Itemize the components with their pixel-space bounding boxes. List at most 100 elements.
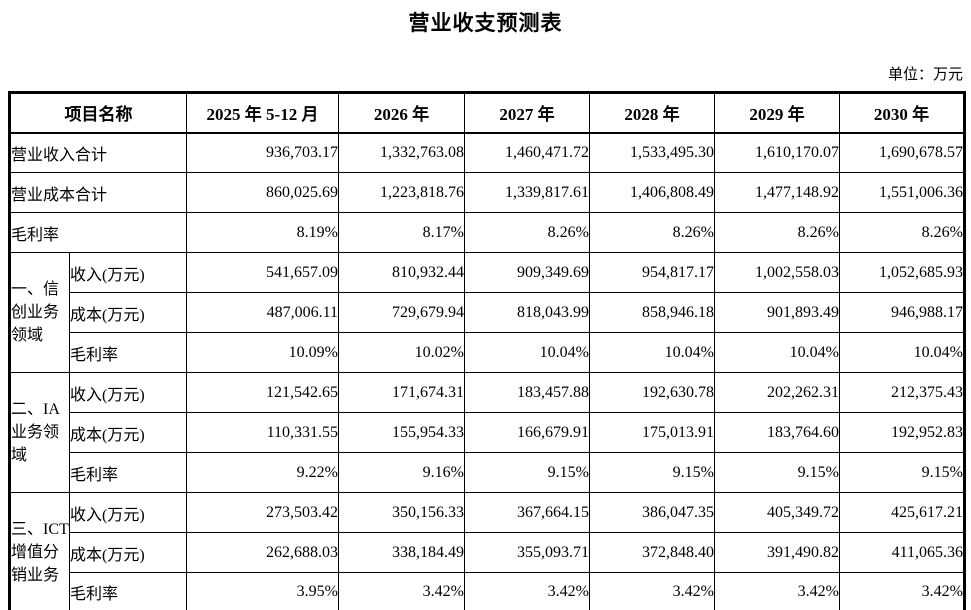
column-header-2029: 2029 年 [714, 92, 840, 134]
cell-value: 1,223,818.76 [338, 172, 465, 213]
table-row-group2-cost: 成本(万元) 110,331.55 155,954.33 166,679.91 … [10, 412, 965, 453]
cell-value: 3.42% [589, 572, 715, 610]
table-row-group1-margin: 毛利率 10.09% 10.02% 10.04% 10.04% 10.04% 1… [10, 332, 965, 373]
cell-value: 9.15% [464, 452, 590, 493]
cell-value: 9.22% [186, 452, 339, 493]
cell-value: 901,893.49 [714, 292, 840, 333]
cell-value: 909,349.69 [464, 252, 590, 293]
cell-value: 338,184.49 [338, 532, 465, 573]
cell-value: 367,664.15 [464, 492, 590, 533]
cell-value: 1,533,495.30 [589, 132, 715, 173]
cell-value: 9.15% [839, 452, 965, 493]
cell-value: 3.42% [714, 572, 840, 610]
row-label: 毛利率 [69, 332, 187, 373]
cell-value: 212,375.43 [839, 372, 965, 413]
column-header-2027: 2027 年 [464, 92, 590, 134]
cell-value: 818,043.99 [464, 292, 590, 333]
cell-value: 10.04% [589, 332, 715, 373]
cell-value: 192,952.83 [839, 412, 965, 453]
cell-value: 110,331.55 [186, 412, 339, 453]
group-label-ict: 三、ICT增值分销业务 [9, 492, 70, 610]
cell-value: 171,674.31 [338, 372, 465, 413]
group-label-ia: 二、IA业务领域 [9, 372, 70, 493]
cell-value: 411,065.36 [839, 532, 965, 573]
cell-value: 541,657.09 [186, 252, 339, 293]
row-label: 成本(万元) [69, 532, 187, 573]
cell-value: 8.17% [338, 212, 465, 253]
cell-value: 202,262.31 [714, 372, 840, 413]
cell-value: 1,332,763.08 [338, 132, 465, 173]
row-label: 毛利率 [69, 452, 187, 493]
cell-value: 3.42% [839, 572, 965, 610]
row-label: 收入(万元) [69, 252, 187, 293]
cell-value: 10.02% [338, 332, 465, 373]
cell-value: 405,349.72 [714, 492, 840, 533]
row-label: 收入(万元) [69, 372, 187, 413]
cell-value: 1,551,006.36 [839, 172, 965, 213]
cell-value: 1,339,817.61 [464, 172, 590, 213]
table-row-group3-cost: 成本(万元) 262,688.03 338,184.49 355,093.71 … [10, 532, 965, 573]
cell-value: 8.19% [186, 212, 339, 253]
cell-value: 1,610,170.07 [714, 132, 840, 173]
cell-value: 954,817.17 [589, 252, 715, 293]
table-row-group2-margin: 毛利率 9.22% 9.16% 9.15% 9.15% 9.15% 9.15% [10, 452, 965, 493]
table-row-total-revenue: 营业收入合计 936,703.17 1,332,763.08 1,460,471… [9, 132, 965, 173]
cell-value: 121,542.65 [186, 372, 339, 413]
cell-value: 3.42% [464, 572, 590, 610]
cell-value: 3.95% [186, 572, 339, 610]
table-row-total-margin: 毛利率 8.19% 8.17% 8.26% 8.26% 8.26% 8.26% [9, 212, 965, 253]
cell-value: 487,006.11 [186, 292, 339, 333]
cell-value: 192,630.78 [589, 372, 715, 413]
row-label: 成本(万元) [69, 292, 187, 333]
row-label: 毛利率 [69, 572, 187, 610]
cell-value: 10.04% [839, 332, 965, 373]
cell-value: 1,477,148.92 [714, 172, 840, 213]
cell-value: 175,013.91 [589, 412, 715, 453]
group-label-xinchuang: 一、信创业务领域 [9, 252, 70, 373]
cell-value: 425,617.21 [839, 492, 965, 533]
cell-value: 936,703.17 [186, 132, 339, 173]
cell-value: 9.16% [338, 452, 465, 493]
table-row-group2-revenue: 二、IA业务领域 收入(万元) 121,542.65 171,674.31 18… [9, 372, 965, 493]
cell-value: 155,954.33 [338, 412, 465, 453]
cell-value: 10.04% [714, 332, 840, 373]
cell-value: 1,460,471.72 [464, 132, 590, 173]
cell-value: 262,688.03 [186, 532, 339, 573]
cell-value: 10.04% [464, 332, 590, 373]
cell-value: 3.42% [338, 572, 465, 610]
forecast-table: 项目名称 2025 年 5-12 月 2026 年 2027 年 2028 年 … [8, 91, 966, 610]
row-label: 毛利率 [9, 212, 187, 253]
cell-value: 183,457.88 [464, 372, 590, 413]
cell-value: 10.09% [186, 332, 339, 373]
column-header-2030: 2030 年 [839, 92, 965, 134]
cell-value: 946,988.17 [839, 292, 965, 333]
row-label: 营业收入合计 [9, 132, 187, 173]
cell-value: 1,406,808.49 [589, 172, 715, 213]
table-row-total-cost: 营业成本合计 860,025.69 1,223,818.76 1,339,817… [9, 172, 965, 213]
unit-label: 单位：万元 [887, 67, 963, 83]
cell-value: 166,679.91 [464, 412, 590, 453]
cell-value: 8.26% [464, 212, 590, 253]
cell-value: 372,848.40 [589, 532, 715, 573]
cell-value: 391,490.82 [714, 532, 840, 573]
cell-value: 355,093.71 [464, 532, 590, 573]
cell-value: 810,932.44 [338, 252, 465, 293]
cell-value: 860,025.69 [186, 172, 339, 213]
table-header-row: 项目名称 2025 年 5-12 月 2026 年 2027 年 2028 年 … [9, 92, 965, 134]
cell-value: 729,679.94 [338, 292, 465, 333]
table-row-group3-margin: 毛利率 3.95% 3.42% 3.42% 3.42% 3.42% 3.42% [10, 572, 965, 610]
table-row-group1-revenue: 一、信创业务领域 收入(万元) 541,657.09 810,932.44 90… [9, 252, 965, 373]
column-header-2026: 2026 年 [338, 92, 465, 134]
cell-value: 350,156.33 [338, 492, 465, 533]
cell-value: 273,503.42 [186, 492, 339, 533]
column-header-2025: 2025 年 5-12 月 [186, 92, 339, 134]
row-label: 收入(万元) [69, 492, 187, 533]
cell-value: 858,946.18 [589, 292, 715, 333]
table-row-group1-cost: 成本(万元) 487,006.11 729,679.94 818,043.99 … [10, 292, 965, 333]
cell-value: 8.26% [839, 212, 965, 253]
cell-value: 1,002,558.03 [714, 252, 840, 293]
column-header-2028: 2028 年 [589, 92, 715, 134]
cell-value: 1,690,678.57 [839, 132, 965, 173]
cell-value: 9.15% [589, 452, 715, 493]
